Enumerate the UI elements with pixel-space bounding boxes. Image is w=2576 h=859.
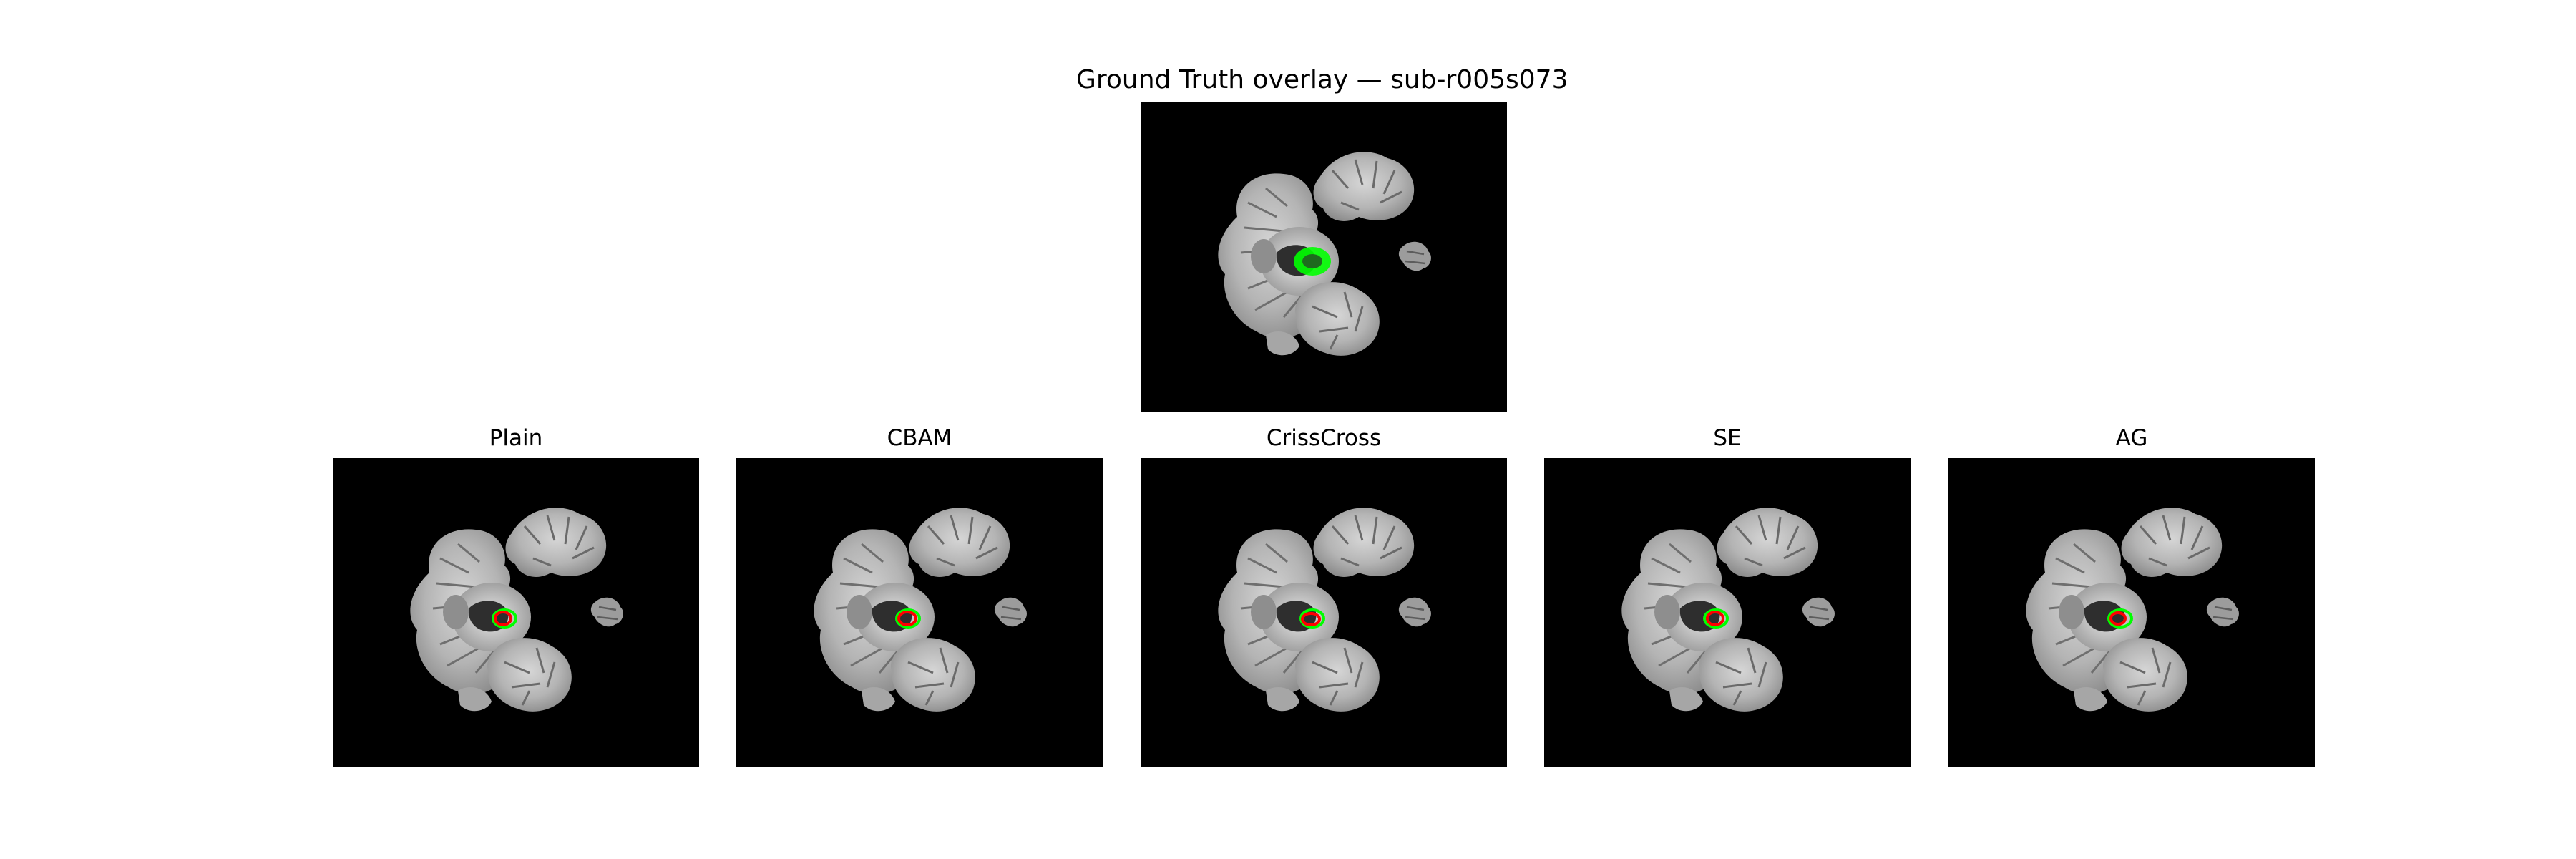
prediction-contour [897, 611, 917, 626]
ground-truth-contour [492, 608, 517, 629]
prediction-contour [1706, 611, 1724, 626]
panel-cbam [736, 458, 1103, 767]
panel-ag-image [1948, 458, 2315, 767]
panel-title-se: SE [1713, 425, 1742, 451]
ground-truth-contour [1703, 608, 1729, 629]
panel-se-image [1544, 458, 1911, 767]
panel-plain [333, 458, 699, 767]
prediction-contour [1301, 612, 1321, 626]
figure-title: Ground Truth overlay — sub-r005s073 [1076, 65, 1568, 94]
ground-truth-contour [2107, 608, 2133, 629]
ground-truth-panel [1141, 102, 1507, 412]
panel-se [1544, 458, 1911, 767]
ground-truth-contour [1299, 608, 1325, 629]
ground-truth-lesion-core [1302, 254, 1322, 268]
ground-truth-contour [895, 608, 921, 629]
panel-title-crisscross: CrissCross [1266, 425, 1382, 451]
prediction-contour [2109, 611, 2127, 626]
panel-ag [1948, 458, 2315, 767]
panel-plain-image [333, 458, 699, 767]
panel-title-plain: Plain [489, 425, 543, 451]
panel-title-cbam: CBAM [887, 425, 952, 451]
panel-crisscross-image [1141, 458, 1507, 767]
panel-crisscross [1141, 458, 1507, 767]
panel-cbam-image [736, 458, 1103, 767]
prediction-contour [494, 611, 512, 626]
panel-title-ag: AG [2115, 425, 2148, 451]
ground-truth-image [1141, 102, 1507, 412]
